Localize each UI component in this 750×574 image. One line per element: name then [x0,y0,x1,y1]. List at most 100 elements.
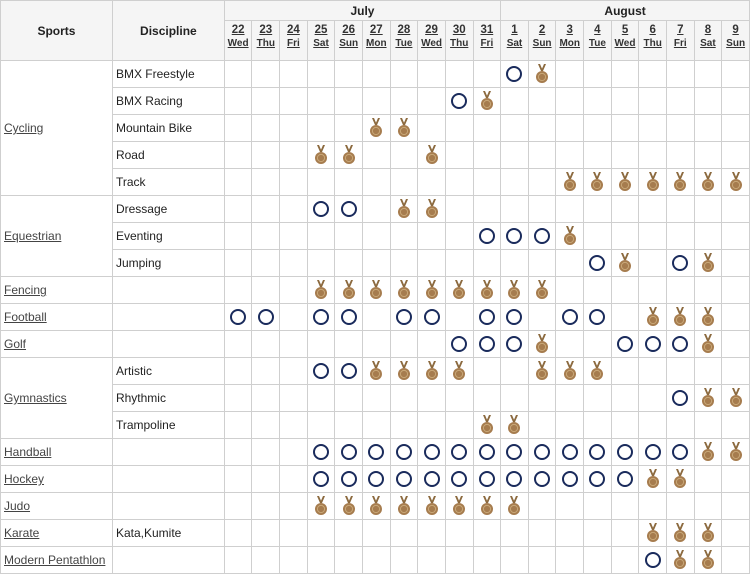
weekday-link[interactable]: Wed [614,38,636,49]
day-number-link[interactable]: 22 [231,24,245,36]
day-cell [444,546,474,574]
medal-icon [701,523,715,542]
day-cell [527,357,557,385]
day-cell [444,87,474,115]
day-number-link[interactable]: 25 [314,24,328,36]
day-cell [610,411,640,439]
day-header[interactable]: 27 Mon [361,20,391,61]
sport-link[interactable]: Football [4,310,47,324]
event-session-icon [589,444,606,460]
day-number-link[interactable]: 2 [538,24,546,36]
day-number-link[interactable]: 7 [677,24,684,36]
weekday-link[interactable]: Wed [421,38,443,49]
day-header[interactable]: 23 Thu [251,20,281,61]
weekday-link[interactable]: Fri [480,38,494,49]
weekday-link[interactable]: Thu [643,38,662,49]
day-header[interactable]: 6 Thu [638,20,667,61]
event-session-icon [589,309,606,325]
sport-link[interactable]: Karate [4,526,40,540]
weekday-link[interactable]: Sat [700,38,716,49]
discipline-cell [111,303,225,331]
day-cell [223,492,253,520]
day-number-link[interactable]: 6 [649,24,656,36]
day-header[interactable]: 3 Mon [555,20,585,61]
day-cell [555,303,585,331]
sport-link[interactable]: Gymnastics [4,391,67,405]
weekday-link[interactable]: Sat [313,38,329,49]
day-cell [500,87,529,115]
day-number-link[interactable]: 5 [621,24,629,36]
day-header[interactable]: 5 Wed [610,20,640,61]
weekday-link[interactable]: Mon [559,38,581,49]
sport-link[interactable]: Judo [4,499,31,513]
day-cell [251,438,281,466]
schedule-row: Equestrian Dressage [0,195,750,277]
day-header[interactable]: 22 Wed [223,20,253,61]
day-header[interactable]: 30 Thu [444,20,474,61]
medal-icon [535,361,549,380]
weekday-link[interactable]: Sun [339,38,359,49]
day-number-link[interactable]: 27 [369,24,383,36]
day-cell [555,384,585,412]
sport-link[interactable]: Cycling [4,121,44,135]
day-header[interactable]: 9 Sun [721,20,750,61]
day-cell [306,168,336,196]
day-number-link[interactable]: 31 [480,24,494,36]
day-header[interactable]: 7 Fri [665,20,695,61]
day-header[interactable]: 31 Fri [472,20,502,61]
event-session-icon [368,444,385,460]
medal-icon [701,550,715,569]
day-number-link[interactable]: 1 [511,24,518,36]
day-number-link[interactable]: 4 [594,24,601,36]
weekday-link[interactable]: Thu [450,38,469,49]
schedule-row: Rhythmic [1,384,750,412]
medal-icon [480,91,494,110]
day-number-link[interactable]: 28 [397,24,411,36]
day-number-link[interactable]: 3 [566,24,573,36]
day-number-link[interactable]: 30 [452,24,466,36]
day-number-link[interactable]: 23 [259,24,273,36]
weekday-link[interactable]: Wed [227,38,249,49]
sport-link[interactable]: Fencing [4,283,47,297]
day-header[interactable]: 24 Fri [279,20,308,61]
day-header[interactable]: 25 Sat [306,20,336,61]
day-header[interactable]: 28 Tue [389,20,419,61]
day-number-link[interactable]: 29 [425,24,438,36]
weekday-link[interactable]: Fri [673,38,687,49]
weekday-link[interactable]: Tue [588,38,606,49]
weekday-link[interactable]: Sat [506,38,523,49]
day-cell [306,465,336,493]
day-number-link[interactable]: 24 [287,24,300,36]
event-session-icon [534,228,551,244]
weekday-link[interactable]: Thu [256,38,275,49]
discipline-column-header: Discipline [111,0,225,61]
day-cell [361,519,391,547]
day-header[interactable]: 26 Sun [334,20,363,61]
day-cell [361,384,391,412]
day-cell [583,276,612,304]
schedule-row: Judo [0,492,750,520]
day-header[interactable]: 1 Sat [500,20,529,61]
day-number-link[interactable]: 26 [342,24,356,36]
weekday-link[interactable]: Mon [366,38,387,49]
sport-link[interactable]: Modern Pentathlon [4,553,106,567]
day-header[interactable]: 29 Wed [417,20,446,61]
medal-icon [618,172,632,191]
weekday-link[interactable]: Fri [287,38,300,49]
weekday-link[interactable]: Tue [395,38,413,49]
day-header[interactable]: 4 Tue [583,20,612,61]
day-cell [417,492,446,520]
medal-icon [535,334,549,353]
sport-link[interactable]: Equestrian [4,229,62,243]
day-number-link[interactable]: 8 [704,24,712,36]
day-number-link[interactable]: 9 [732,24,739,36]
sport-link[interactable]: Hockey [4,472,45,486]
sport-link[interactable]: Handball [4,445,52,459]
weekday-link[interactable]: Sun [726,38,746,49]
day-header[interactable]: 8 Sat [693,20,723,61]
weekday-link[interactable]: Sun [532,38,552,49]
sport-link[interactable]: Golf [4,337,27,351]
day-header[interactable]: 2 Sun [527,20,557,61]
day-cell [693,384,723,412]
day-cell [638,168,667,196]
